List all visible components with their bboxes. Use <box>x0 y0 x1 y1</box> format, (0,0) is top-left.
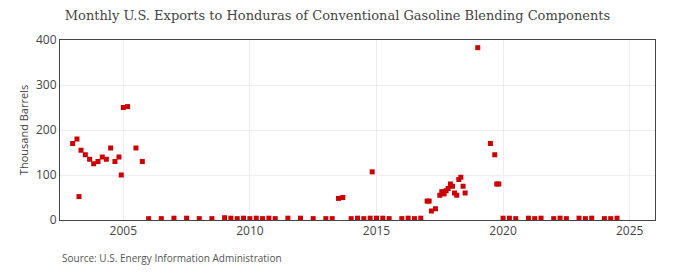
svg-text:400: 400 <box>36 31 57 48</box>
svg-text:2010: 2010 <box>236 222 264 239</box>
svg-text:Monthly U.S. Exports to Hondur: Monthly U.S. Exports to Honduras of Conv… <box>65 8 611 23</box>
svg-text:2005: 2005 <box>110 222 138 239</box>
svg-text:2015: 2015 <box>363 222 391 239</box>
svg-text:300: 300 <box>36 76 57 93</box>
svg-text:200: 200 <box>36 121 57 138</box>
svg-text:2020: 2020 <box>489 222 517 239</box>
svg-text:Thousand Barrels: Thousand Barrels <box>16 85 31 175</box>
svg-text:2025: 2025 <box>616 222 644 239</box>
svg-text:100: 100 <box>36 166 57 183</box>
svg-text:Source: U.S. Energy Informatio: Source: U.S. Energy Information Administ… <box>62 251 282 265</box>
svg-text:0: 0 <box>50 211 57 228</box>
